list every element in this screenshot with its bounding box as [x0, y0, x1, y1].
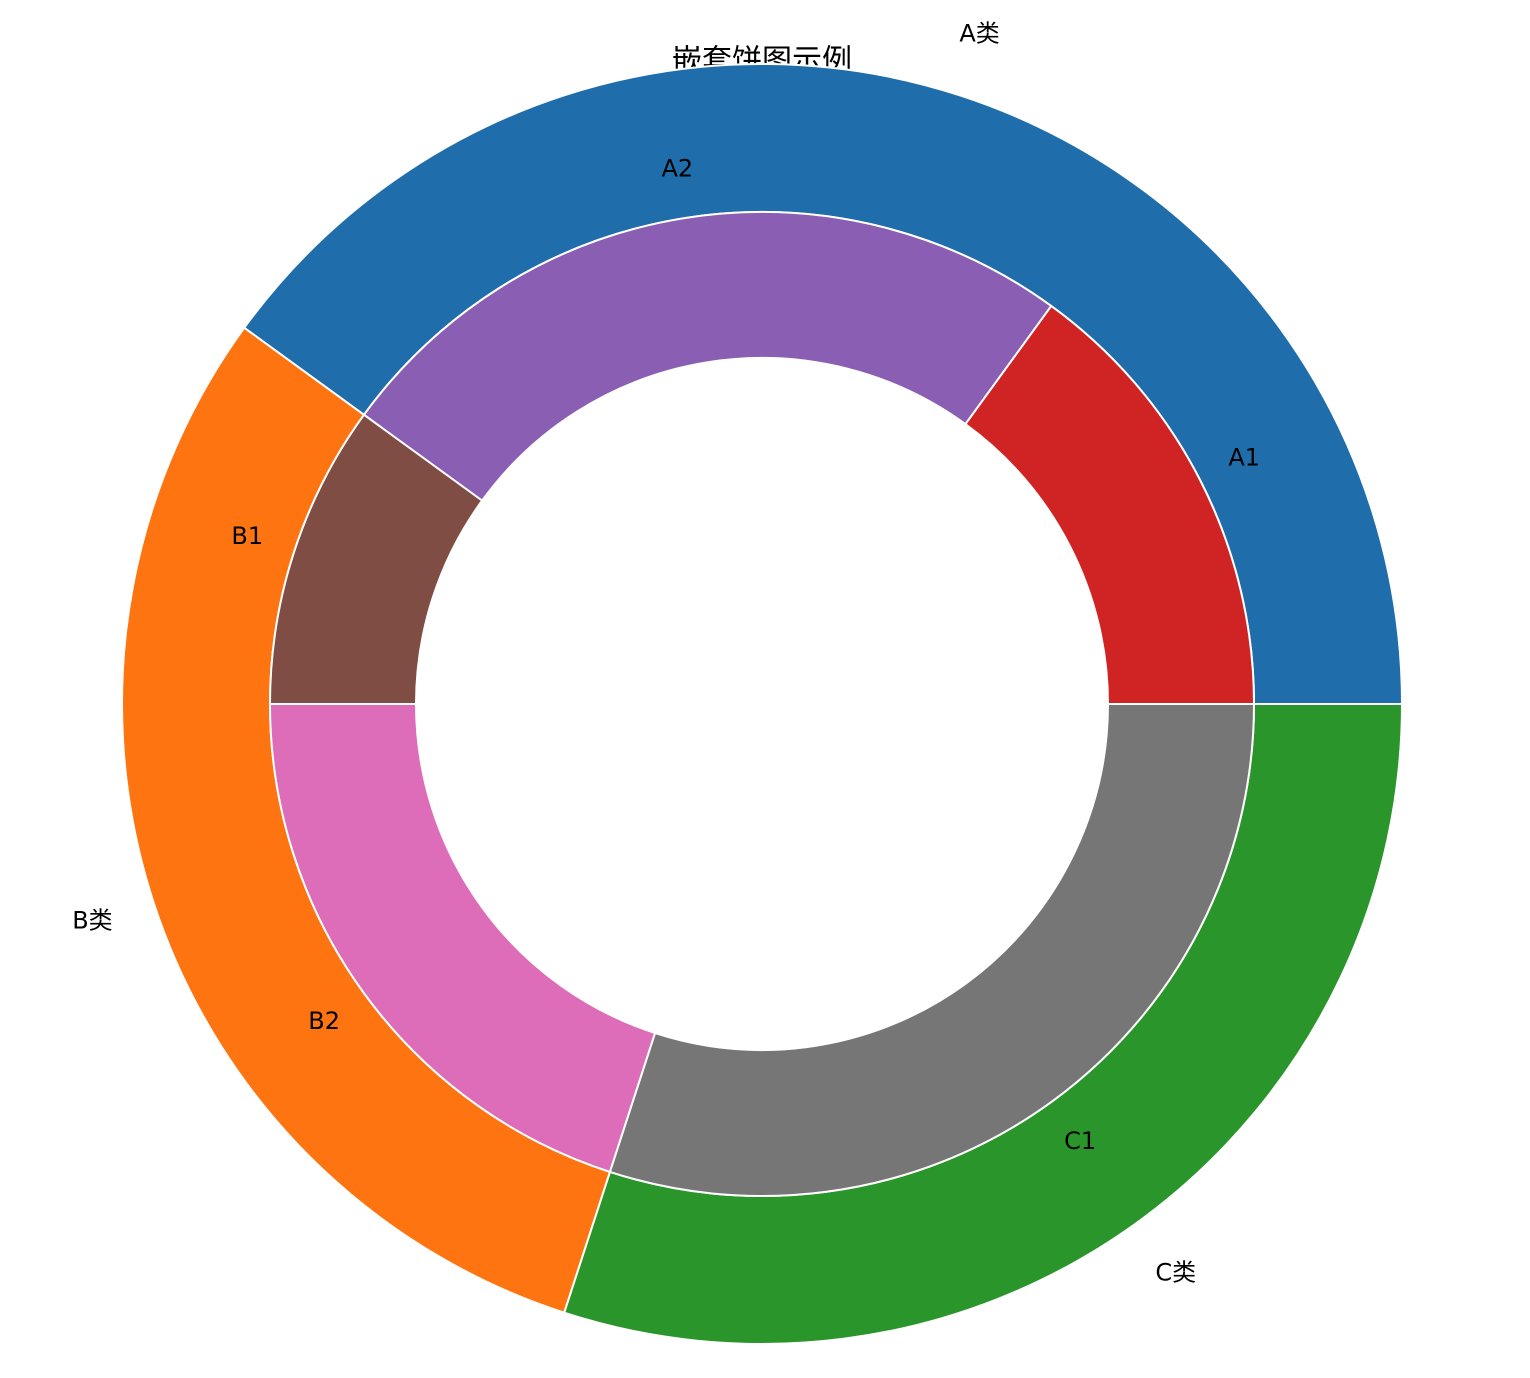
- pie-wedge: [362, 211, 1053, 503]
- wedge-label: C1: [1064, 1127, 1096, 1155]
- wedge-label: A2: [661, 154, 693, 182]
- wedge-label: A1: [1228, 443, 1260, 471]
- wedge-label: B1: [231, 522, 263, 550]
- wedge-label: B类: [72, 907, 112, 935]
- wedge-label: B2: [308, 1007, 340, 1035]
- wedge-label: A类: [959, 19, 999, 47]
- pie-wedge: [268, 703, 657, 1174]
- pie-wedge: [608, 703, 1256, 1197]
- wedge-label: C类: [1155, 1259, 1196, 1287]
